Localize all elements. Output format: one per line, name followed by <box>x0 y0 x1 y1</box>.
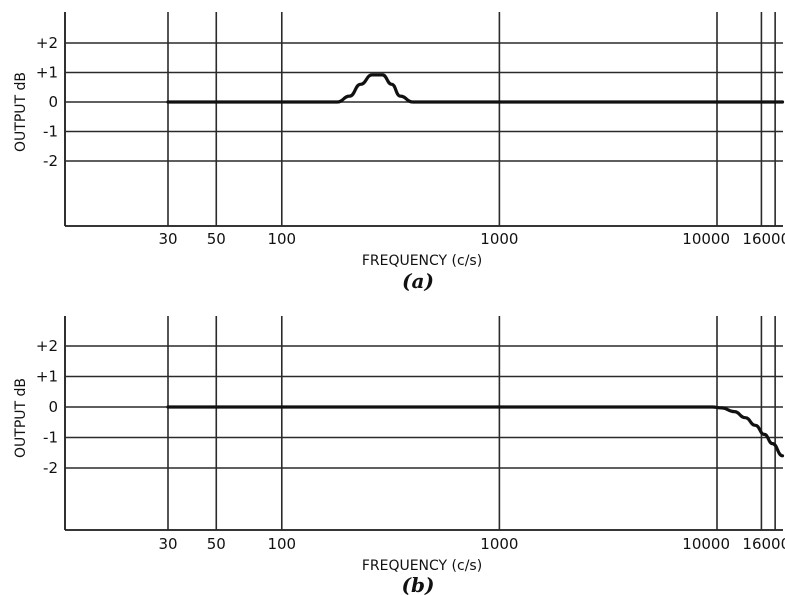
y-tick-labels-b: +2 +1 0 -1 -2 <box>36 337 58 477</box>
x-tick-labels-a: 30 50 100 1000 10000 16000 <box>158 230 785 248</box>
y-tick-label: 0 <box>48 93 58 111</box>
y-axis-label-a: OUTPUT dB <box>13 72 29 152</box>
x-tick-label: 30 <box>158 535 177 553</box>
y-tick-label: -2 <box>43 459 58 477</box>
y-tick-label: -2 <box>43 152 58 170</box>
x-tick-label: 1000 <box>480 230 518 248</box>
x-tick-label: 50 <box>207 230 226 248</box>
x-tick-label: 16000 <box>742 230 785 248</box>
y-axis-label-b: OUTPUT dB <box>13 378 29 458</box>
y-tick-labels-a: +2 +1 0 -1 -2 <box>36 34 58 170</box>
series-line-a <box>166 73 785 104</box>
x-axis-label-a: FREQUENCY (c/s) <box>362 253 482 269</box>
x-axis-label-b: FREQUENCY (c/s) <box>362 558 482 574</box>
y-tick-label: -1 <box>43 429 58 447</box>
chart-panel-b: +2 +1 0 -1 -2 30 50 100 1000 10000 16000 OUTPUT d… <box>13 316 785 595</box>
x-tick-label: 50 <box>207 535 226 553</box>
x-tick-label: 10000 <box>682 230 730 248</box>
y-tick-label: +2 <box>36 337 58 355</box>
y-tick-label: +1 <box>36 64 58 82</box>
x-tick-label: 100 <box>267 535 296 553</box>
series-line-b <box>166 405 785 458</box>
caption-a: (a) <box>402 269 434 293</box>
y-tick-label: -1 <box>43 123 58 141</box>
x-tick-labels-b: 30 50 100 1000 10000 16000 <box>158 535 785 553</box>
x-tick-label: 1000 <box>480 535 518 553</box>
y-tick-label: +2 <box>36 34 58 52</box>
x-tick-label: 100 <box>267 230 296 248</box>
x-tick-label: 10000 <box>682 535 730 553</box>
x-tick-label: 30 <box>158 230 177 248</box>
chart-panel-a: +2 +1 0 -1 -2 30 50 100 1000 10000 16000 OUTPUT d… <box>13 12 785 293</box>
grid-a <box>64 12 783 227</box>
y-tick-label: +1 <box>36 368 58 386</box>
y-tick-label: 0 <box>48 398 58 416</box>
x-tick-label: 16000 <box>742 535 785 553</box>
caption-b: (b) <box>402 573 435 595</box>
grid-b <box>64 316 783 531</box>
